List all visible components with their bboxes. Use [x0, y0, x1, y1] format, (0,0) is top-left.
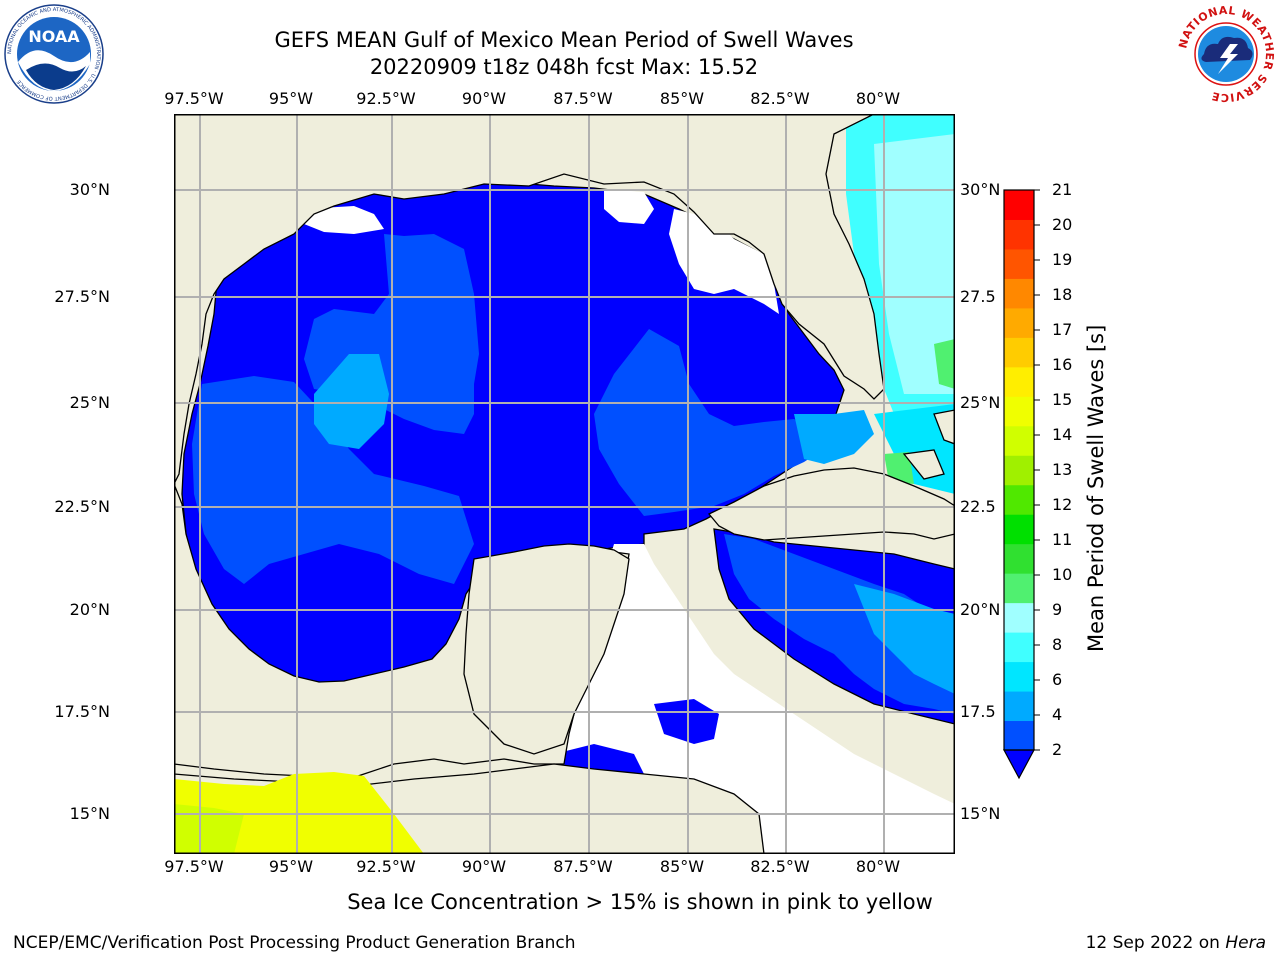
chart-subtitle: 20220909 t18z 048h fcst Max: 15.52	[369, 55, 759, 79]
colorbar-band	[1004, 366, 1034, 397]
colorbar-band	[1004, 484, 1034, 515]
colorbar-band	[1004, 219, 1034, 250]
footer-host: Hera	[1225, 933, 1266, 953]
colorbar-tick-label: 17	[1052, 320, 1073, 339]
longitude-label: 97.5°W	[164, 857, 224, 876]
colorbar-tick-label: 20	[1052, 215, 1073, 234]
latitude-label: 22.5	[960, 497, 996, 516]
latitude-label: 30°N	[69, 180, 110, 199]
latitude-label: 15°N	[69, 804, 110, 823]
colorbar	[1002, 189, 1040, 780]
latitude-label: 25°N	[69, 393, 110, 412]
sea-ice-note: Sea Ice Concentration > 15% is shown in …	[347, 890, 933, 914]
colorbar-tick-label: 13	[1052, 460, 1073, 479]
longitude-label: 90°W	[461, 857, 507, 876]
longitude-label: 80°W	[855, 857, 901, 876]
chart-title: GEFS MEAN Gulf of Mexico Mean Period of …	[274, 28, 854, 52]
colorbar-tick-label: 6	[1052, 670, 1063, 689]
colorbar-tick-label: 4	[1052, 705, 1063, 724]
latitude-label: 20°N	[69, 600, 110, 619]
footer-date: 12 Sep 2022 on Hera	[1085, 933, 1266, 953]
longitude-label: 87.5°W	[553, 857, 613, 876]
svg-text:NOAA: NOAA	[28, 27, 80, 46]
colorbar-band	[1004, 691, 1034, 722]
colorbar-band	[1004, 425, 1034, 456]
longitude-label: 85°W	[659, 89, 705, 108]
colorbar-tick-label: 19	[1052, 250, 1073, 269]
colorbar-tick-label: 8	[1052, 635, 1063, 654]
colorbar-band	[1004, 661, 1034, 692]
colorbar-tick-label: 14	[1052, 425, 1073, 444]
noaa-logo: NOAA NATIONAL OCEANIC AND ATMOSPHERIC AD…	[4, 4, 104, 104]
latitude-label: 27.5°N	[54, 287, 110, 306]
longitude-label: 95°W	[268, 857, 314, 876]
longitude-label: 97.5°W	[164, 89, 224, 108]
longitude-label: 95°W	[268, 89, 314, 108]
nws-logo: NATIONAL WEATHER SERVICE	[1176, 4, 1275, 104]
colorbar-band	[1004, 307, 1034, 338]
latitude-label: 27.5	[960, 287, 996, 306]
colorbar-band	[1004, 602, 1034, 633]
colorbar-tick-label: 18	[1052, 285, 1073, 304]
longitude-label: 92.5°W	[356, 89, 416, 108]
colorbar-band	[1004, 190, 1034, 220]
latitude-label: 30°N	[960, 180, 1001, 199]
colorbar-band	[1004, 278, 1034, 309]
colorbar-band	[1004, 573, 1034, 604]
longitude-label: 85°W	[659, 857, 705, 876]
us-landmass	[174, 114, 885, 485]
footer-branch: NCEP/EMC/Verification Post Processing Pr…	[13, 933, 576, 953]
colorbar-band	[1004, 396, 1034, 427]
colorbar-band	[1004, 337, 1034, 368]
longitude-label: 90°W	[461, 89, 507, 108]
colorbar-band	[1004, 455, 1034, 486]
latitude-label: 25°N	[960, 393, 1001, 412]
colorbar-tick-label: 2	[1052, 740, 1063, 759]
colorbar-tick-label: 15	[1052, 390, 1073, 409]
gulf-of-mexico-map	[174, 114, 955, 854]
colorbar-under-triangle	[1002, 749, 1036, 780]
map-gridlines	[174, 114, 955, 854]
longitude-label: 82.5°W	[750, 857, 810, 876]
longitude-label: 92.5°W	[356, 857, 416, 876]
latitude-label: 17.5	[960, 702, 996, 721]
cuba-landmass	[707, 467, 955, 541]
colorbar-band	[1004, 632, 1034, 663]
longitude-label: 87.5°W	[553, 89, 613, 108]
colorbar-tick-label: 10	[1052, 565, 1073, 584]
colorbar-band	[1004, 514, 1034, 545]
colorbar-tick-label: 11	[1052, 530, 1073, 549]
colorbar-title: Mean Period of Swell Waves [s]	[1084, 324, 1108, 652]
colorbar-tick-label: 21	[1052, 180, 1073, 199]
latitude-label: 20°N	[960, 600, 1001, 619]
colorbar-tick-label: 16	[1052, 355, 1073, 374]
colorbar-tick-label: 9	[1052, 600, 1063, 619]
longitude-label: 80°W	[855, 89, 901, 108]
colorbar-band	[1004, 248, 1034, 279]
colorbar-band	[1004, 720, 1034, 751]
latitude-label: 17.5°N	[54, 702, 110, 721]
longitude-label: 82.5°W	[750, 89, 810, 108]
latitude-label: 15°N	[960, 804, 1001, 823]
latitude-label: 22.5°N	[54, 497, 110, 516]
colorbar-band	[1004, 543, 1034, 574]
colorbar-tick-label: 12	[1052, 495, 1073, 514]
